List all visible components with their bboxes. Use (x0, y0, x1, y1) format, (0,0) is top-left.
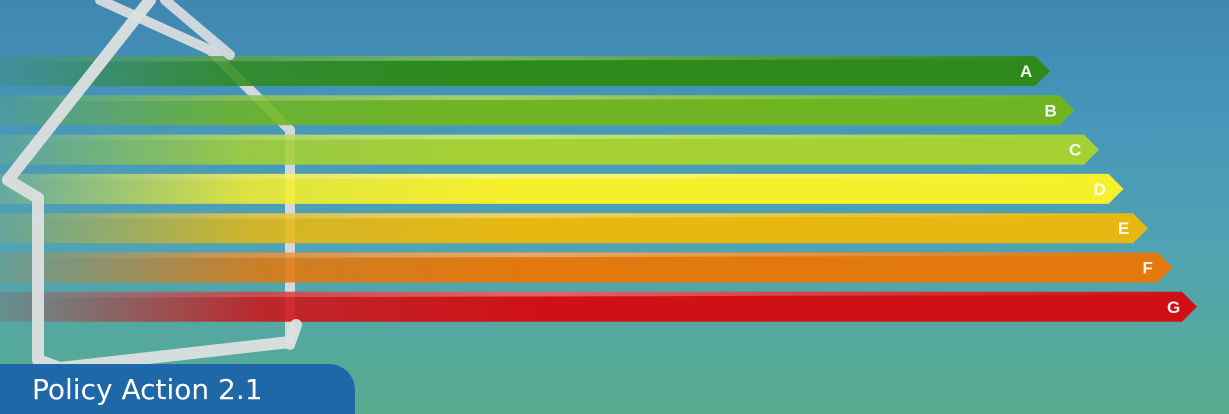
rating-label-b: B (1045, 101, 1057, 120)
rating-band-highlight-c (0, 134, 1088, 141)
rating-band-highlight-f (0, 252, 1162, 259)
rating-label-a: A (1020, 62, 1032, 81)
rating-band-c (0, 134, 1099, 165)
rating-band-e (0, 213, 1148, 244)
rating-band-highlight-e (0, 213, 1137, 220)
rating-band-b (0, 95, 1075, 126)
rating-band-f (0, 252, 1173, 283)
policy-action-label: Policy Action 2.1 (32, 373, 263, 406)
policy-action-tab: Policy Action 2.1 (0, 364, 355, 414)
energy-rating-bands: A B C D E F G (0, 56, 1197, 322)
house-outline-icon (2, 0, 302, 374)
rating-band-highlight-b (0, 95, 1064, 102)
rating-band-highlight-g (0, 291, 1186, 298)
rating-label-c: C (1069, 141, 1081, 160)
rating-label-g: G (1167, 298, 1180, 317)
rating-band-d (0, 173, 1124, 204)
rating-band-g (0, 291, 1197, 322)
rating-band-a (0, 56, 1050, 86)
rating-label-e: E (1118, 219, 1129, 238)
rating-label-f: F (1143, 259, 1153, 278)
rating-label-d: D (1094, 180, 1106, 199)
rating-band-highlight-d (0, 173, 1113, 180)
rating-band-highlight-a (0, 56, 1039, 62)
